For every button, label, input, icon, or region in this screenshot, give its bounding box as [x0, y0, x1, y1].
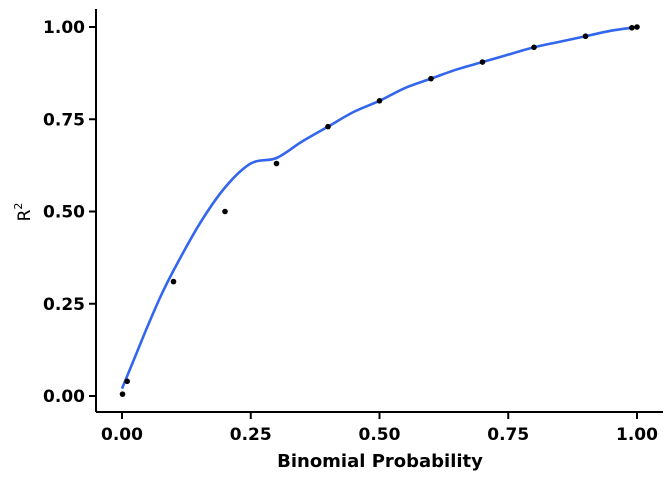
y-tick-label: 0.50 — [43, 203, 85, 223]
data-point — [222, 208, 228, 215]
data-point — [479, 59, 486, 65]
data-point — [582, 33, 589, 40]
y-axis-title-text: R — [15, 209, 35, 221]
x-axis-ticks: 0.00 0.25 0.50 0.75 1.00 — [101, 412, 658, 445]
x-tick-label: 0.25 — [230, 425, 272, 445]
y-axis-ticks: 0.00 0.25 0.50 0.75 1.00 — [43, 18, 96, 407]
x-tick-label: 0.50 — [359, 425, 401, 445]
data-point — [531, 44, 537, 51]
svg-text:R2: R2 — [12, 203, 35, 222]
data-point — [119, 391, 126, 397]
y-tick-label: 0.75 — [43, 110, 85, 130]
data-point — [273, 160, 280, 167]
data-point — [325, 123, 331, 130]
y-tick-label: 0.25 — [43, 295, 85, 315]
data-point — [124, 378, 130, 385]
data-point — [376, 98, 383, 104]
y-axis-title-superscript: 2 — [12, 203, 25, 210]
data-point — [170, 278, 177, 285]
data-point — [428, 75, 434, 82]
x-tick-label: 0.00 — [101, 425, 143, 445]
fit-curve — [120, 25, 638, 390]
y-tick-label: 0.00 — [43, 387, 85, 407]
x-tick-label: 1.00 — [616, 425, 658, 445]
data-point — [629, 24, 635, 31]
plot-area — [119, 24, 640, 397]
data-point — [634, 24, 640, 30]
x-tick-label: 0.75 — [487, 425, 529, 445]
y-tick-label: 1.00 — [43, 18, 85, 38]
x-axis-title: Binomial Probability — [277, 451, 483, 472]
y-axis-title: R2 — [12, 203, 35, 222]
